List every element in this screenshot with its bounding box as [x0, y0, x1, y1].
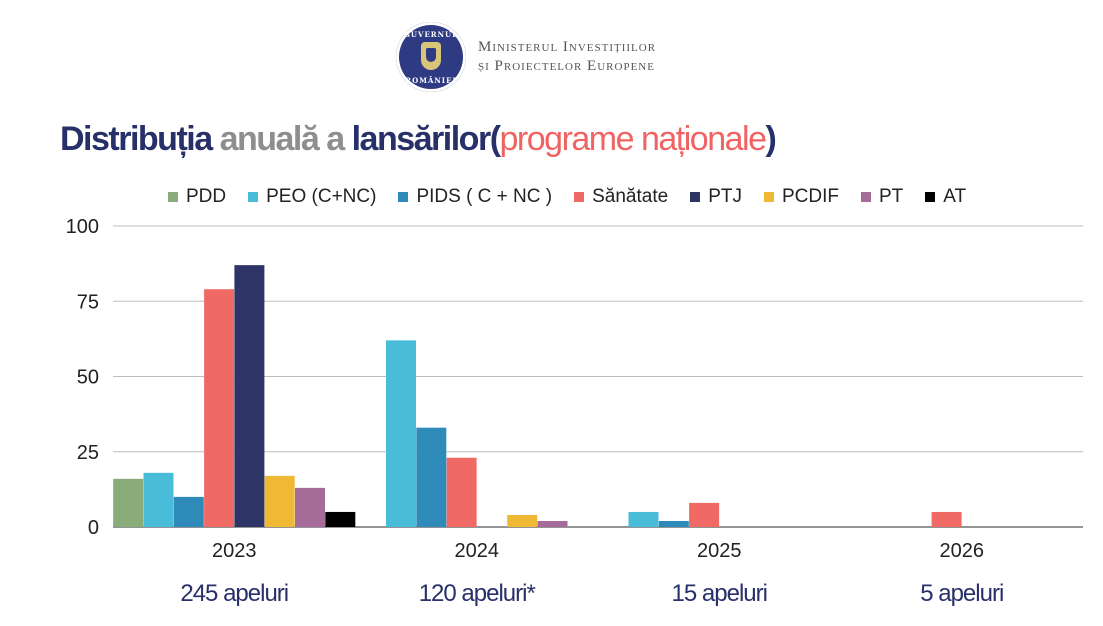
ministry-name-line1: Ministerul Investițiilor [478, 39, 657, 55]
bar [234, 265, 265, 527]
legend-item: AT [925, 186, 966, 208]
title-part-1: Distribuția [60, 120, 213, 158]
title-part-5: programe naționale [499, 120, 767, 158]
seal-text-bottom: ROMÂNIEI [405, 76, 457, 85]
bar [204, 289, 235, 527]
legend-swatch [690, 192, 701, 202]
x-tick-label: 2025 [697, 540, 742, 562]
bar [628, 511, 659, 527]
ministry-name: Ministerul Investițiilor și Proiectelor … [478, 38, 656, 76]
y-tick-label: 25 [77, 442, 99, 464]
bar [113, 478, 144, 527]
legend-item: PTJ [690, 186, 742, 208]
y-tick-label: 100 [66, 216, 99, 238]
legend-swatch [398, 192, 409, 202]
bar [446, 457, 477, 527]
bar [295, 487, 325, 527]
header: GUVERNUL ROMÂNIEI Ministerul Investițiil… [396, 22, 656, 92]
title-part-4: ( [489, 120, 501, 158]
x-axis-labels: 2023 245 apeluri 2024 120 apeluri* 2025 15 ap… [180, 540, 1004, 607]
x-tick-label: 2024 [455, 540, 500, 562]
bar [658, 520, 689, 527]
legend-item: PCDIF [763, 186, 839, 208]
legend-item: PIDS ( C + NC ) [398, 186, 552, 208]
y-axis-ticks: 0 25 50 75 100 [66, 216, 99, 539]
bar [537, 520, 568, 527]
chart-bars [113, 265, 962, 527]
title-part-6: ) [765, 120, 776, 158]
legend-swatch [168, 192, 178, 202]
bar [689, 502, 720, 527]
legend-swatch [248, 192, 259, 202]
bar [931, 511, 962, 527]
page-title: Distribuția anuală a lansărilor(programe… [60, 120, 777, 159]
legend-item: Sănătate [574, 186, 668, 208]
legend-item: PT [860, 186, 904, 208]
category-calls-label: 15 apeluri [672, 580, 767, 607]
title-part-2: anuală a [219, 120, 346, 158]
bar [386, 340, 416, 527]
x-tick-label: 2023 [212, 540, 257, 562]
legend-label: PEO (C+NC) [266, 186, 377, 207]
bar [325, 511, 356, 527]
category-calls-label: 120 apeluri* [419, 580, 536, 607]
y-tick-label: 50 [77, 367, 99, 389]
y-tick-label: 75 [77, 291, 99, 313]
legend-swatch [860, 192, 871, 202]
legend-label: PT [878, 186, 904, 207]
legend-label: PDD [186, 186, 227, 207]
bar [173, 496, 204, 527]
ministry-name-line2: și Proiectelor Europene [478, 58, 655, 74]
category-calls-label: 245 apeluri [180, 580, 288, 607]
bar [507, 514, 538, 527]
bar [416, 427, 447, 527]
legend-item: PEO (C+NC) [248, 186, 376, 208]
legend-swatch [574, 192, 585, 202]
legend-swatch [763, 192, 774, 202]
legend-item: PDD [168, 186, 226, 208]
category-calls-label: 5 apeluri [920, 580, 1003, 607]
bar [264, 475, 295, 527]
legend-label: Sănătate [592, 186, 669, 207]
legend-label: PTJ [708, 186, 742, 207]
government-seal-logo: GUVERNUL ROMÂNIEI [396, 22, 466, 92]
coat-of-arms-icon [421, 42, 441, 70]
x-tick-label: 2026 [940, 540, 985, 562]
legend-label: AT [943, 186, 967, 207]
legend-swatch [925, 192, 936, 202]
y-tick-label: 0 [88, 517, 99, 539]
chart-legend: PDD PEO (C+NC) PIDS ( C + NC ) Sănătate PTJ P… [168, 186, 966, 208]
legend-label: PCDIF [781, 186, 839, 207]
seal-text-top: GUVERNUL [403, 30, 459, 39]
legend-label: PIDS ( C + NC ) [416, 186, 553, 207]
title-part-3: lansărilor [351, 120, 492, 158]
bar [143, 472, 174, 527]
